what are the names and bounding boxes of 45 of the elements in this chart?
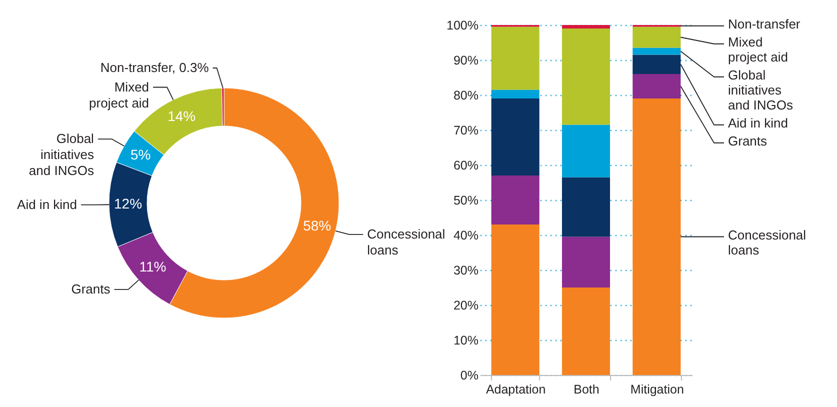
x-tick-label: Both [574, 382, 600, 396]
bar [562, 25, 610, 28]
y-tick-label: 60% [453, 158, 478, 172]
bar [491, 98, 540, 176]
y-tick-label: 80% [453, 88, 478, 102]
slice-label: Non-transfer, 0.3% [100, 60, 210, 76]
bar [562, 28, 610, 125]
y-tick-label: 90% [453, 54, 478, 68]
bar [491, 26, 540, 90]
y-tick-label: 70% [453, 124, 478, 138]
slice-label: Grants [71, 281, 111, 296]
data-label: 12% [114, 195, 142, 212]
slice-label: Aid in kind [17, 196, 78, 212]
bar [491, 176, 540, 224]
x-tick-label: Adaptation [486, 382, 546, 396]
y-tick-label: 50% [453, 194, 478, 208]
y-tick-label: 0% [460, 368, 478, 382]
text: Global initiatives and INGOs [728, 67, 794, 112]
bar [562, 177, 610, 237]
bar [632, 98, 681, 375]
bar [562, 288, 610, 375]
y-tick-label: 100% [446, 18, 478, 32]
data-label: 14% [168, 108, 196, 124]
bar [632, 74, 681, 98]
bar [632, 54, 681, 74]
text: Mixed project aid [728, 34, 788, 64]
data-label: 11% [139, 258, 166, 274]
y-tick-label: 30% [453, 264, 478, 278]
bar [632, 48, 681, 55]
bar [632, 26, 681, 48]
text: Grants [728, 133, 768, 148]
y-tick-label: 20% [453, 298, 478, 312]
slice-label: Global initiatives and INGOs [28, 131, 94, 178]
slice-label: Concessional loans [367, 226, 446, 258]
bar [491, 224, 540, 375]
text: Non-transfer [728, 16, 801, 32]
text: Concessional loans [728, 227, 806, 258]
data-label: 58% [303, 217, 332, 234]
data-label: 5% [130, 146, 151, 162]
x-tick-label: Mitigation [630, 382, 684, 396]
y-tick-label: 10% [453, 334, 478, 348]
text: Aid in kind [728, 115, 788, 130]
bar [562, 236, 610, 288]
y-tick-label: 40% [453, 228, 478, 242]
slice-label: Mixed project aid [89, 79, 150, 110]
